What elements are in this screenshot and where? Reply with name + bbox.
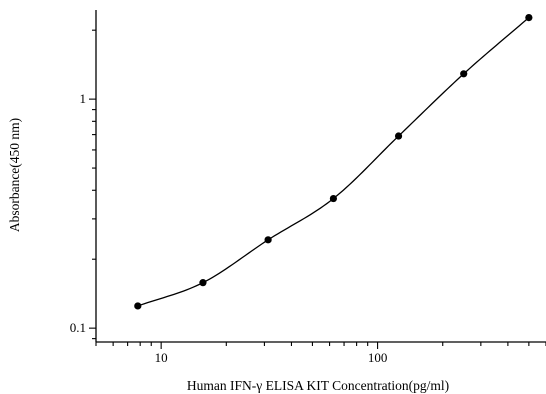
x-tick-label: 10 (155, 350, 168, 365)
data-point (460, 70, 468, 78)
y-tick-label: 0.1 (70, 320, 86, 335)
ticks: 10 100 0.1 1 (70, 29, 546, 365)
data-point (134, 302, 142, 310)
x-axis-title: Human IFN-γ ELISA KIT Concentration(pg/m… (187, 378, 449, 393)
y-axis-title: Absorbance(450 nm) (7, 118, 22, 232)
fit-curve (137, 17, 530, 307)
data-point (199, 279, 207, 287)
y-tick-label: 1 (80, 91, 87, 106)
axes (95, 10, 546, 343)
data-point (329, 194, 338, 203)
data-points (134, 13, 533, 310)
data-point (264, 236, 272, 244)
data-point (394, 132, 403, 140)
data-point (525, 13, 533, 22)
x-tick-label: 100 (368, 350, 388, 365)
